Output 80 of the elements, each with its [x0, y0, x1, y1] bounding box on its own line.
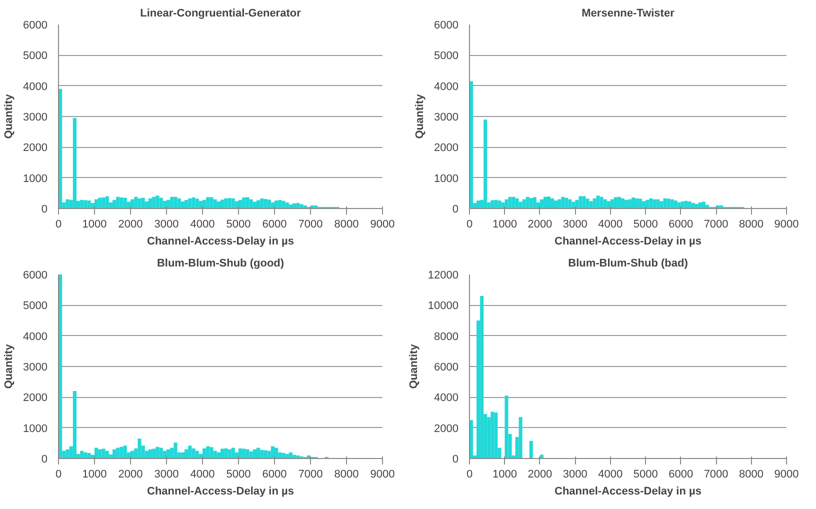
- x-tick-label: 9000: [774, 468, 799, 480]
- x-tick-label: 1000: [492, 218, 517, 230]
- x-tick-label: 9000: [370, 468, 395, 480]
- y-tick-label: 4000: [434, 80, 459, 93]
- chart-title: Blum-Blum-Shub (good): [156, 258, 284, 270]
- x-tick-label: 0: [466, 218, 473, 230]
- x-axis-title: Channel-Access-Delay in µs: [554, 236, 702, 248]
- y-tick-label: 1000: [23, 422, 48, 435]
- x-tick-label: 7000: [704, 218, 728, 230]
- x-tick-label: 3000: [154, 468, 179, 480]
- x-tick-label: 0: [55, 218, 62, 230]
- x-tick-label: 8000: [739, 218, 764, 230]
- x-tick-label: 5000: [633, 218, 658, 230]
- y-tick-label: 2000: [434, 142, 459, 154]
- y-tick-label: 3000: [23, 112, 48, 124]
- x-axis-title: Channel-Access-Delay in µs: [554, 486, 702, 498]
- y-tick-label: 4000: [23, 330, 48, 343]
- x-tick-label: 2000: [118, 218, 143, 230]
- x-tick-label: 6000: [262, 218, 287, 230]
- x-tick-label: 5000: [633, 468, 658, 480]
- x-tick-label: 6000: [262, 468, 287, 480]
- y-axis-title: Quantity: [414, 93, 426, 139]
- x-tick-label: 4000: [598, 218, 623, 230]
- y-tick-label: 0: [452, 204, 459, 216]
- y-tick-label: 2000: [23, 392, 48, 404]
- x-tick-label: 3000: [562, 218, 588, 230]
- x-tick-label: 0: [466, 468, 473, 480]
- y-tick-label: 4000: [23, 80, 48, 93]
- x-tick-label: 4000: [598, 468, 623, 480]
- x-tick-label: 1000: [82, 468, 107, 480]
- x-tick-label: 5000: [226, 218, 251, 230]
- y-tick-label: 3000: [434, 112, 459, 124]
- y-tick-label: 6000: [434, 20, 459, 32]
- y-axis-title: Quantity: [3, 343, 16, 389]
- y-tick-label: 5000: [23, 300, 48, 312]
- x-tick-label: 6000: [668, 218, 694, 230]
- y-tick-label: 5000: [23, 50, 48, 62]
- x-tick-label: 4000: [190, 218, 215, 230]
- chart-title: Linear-Congruential-Generator: [140, 8, 302, 20]
- x-axis-title: Channel-Access-Delay in µs: [147, 486, 294, 498]
- x-tick-label: 6000: [668, 468, 694, 480]
- x-tick-label: 7000: [704, 468, 728, 480]
- chart-title: Blum-Blum-Shub (bad): [568, 258, 688, 270]
- x-tick-label: 9000: [774, 218, 799, 230]
- y-tick-label: 6000: [23, 20, 48, 32]
- x-tick-label: 8000: [739, 468, 764, 480]
- y-tick-label: 10000: [428, 300, 459, 312]
- y-tick-label: 2000: [434, 422, 459, 435]
- y-tick-label: 1000: [434, 172, 459, 185]
- y-tick-label: 8000: [434, 330, 459, 343]
- x-axis-title: Channel-Access-Delay in µs: [147, 236, 294, 248]
- y-tick-label: 0: [41, 454, 48, 466]
- y-axis-title: Quantity: [408, 343, 420, 389]
- y-tick-label: 1000: [23, 172, 48, 185]
- y-tick-label: 4000: [434, 392, 459, 404]
- y-tick-label: 6000: [434, 362, 459, 374]
- y-tick-label: 0: [41, 204, 48, 216]
- x-tick-label: 9000: [370, 218, 395, 230]
- x-tick-label: 4000: [190, 468, 215, 480]
- x-tick-label: 1000: [82, 218, 107, 230]
- x-tick-label: 8000: [334, 218, 359, 230]
- y-axis-title: Quantity: [3, 93, 16, 139]
- x-tick-label: 0: [55, 468, 62, 480]
- y-tick-label: 12000: [428, 270, 459, 282]
- x-tick-label: 7000: [298, 468, 323, 480]
- y-tick-label: 2000: [23, 142, 48, 154]
- y-tick-label: 6000: [23, 270, 48, 282]
- x-tick-label: 2000: [528, 218, 552, 230]
- chart-title: Mersenne-Twister: [582, 8, 676, 20]
- x-tick-label: 2000: [528, 468, 552, 480]
- x-tick-label: 2000: [118, 468, 143, 480]
- y-tick-label: 0: [452, 454, 459, 466]
- x-tick-label: 1000: [492, 468, 517, 480]
- y-tick-label: 5000: [434, 50, 459, 62]
- x-tick-label: 3000: [562, 468, 588, 480]
- x-tick-label: 3000: [154, 218, 179, 230]
- y-tick-label: 3000: [23, 362, 48, 374]
- x-tick-label: 8000: [334, 468, 359, 480]
- x-tick-label: 5000: [226, 468, 251, 480]
- x-tick-label: 7000: [298, 218, 323, 230]
